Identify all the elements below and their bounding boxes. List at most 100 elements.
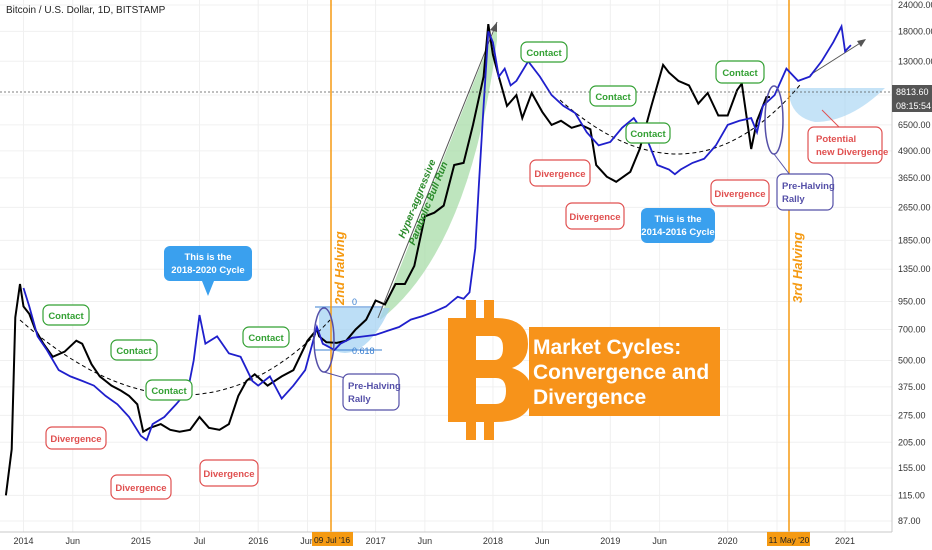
contact-label: Contact — [151, 386, 187, 397]
chart-grid — [0, 0, 892, 532]
x-tick-label: Jun — [535, 536, 550, 546]
pre-halving-2-line-1: Pre-Halving — [782, 181, 835, 192]
divergence-label: Divergence — [569, 212, 620, 223]
divergence-callout: Divergence — [45, 426, 107, 450]
pre-halving-callout-2: Pre-Halving Rally — [773, 153, 835, 211]
divergence-callout: Divergence — [565, 202, 625, 230]
y-tick-label: 950.00 — [898, 297, 926, 307]
contact-label: Contact — [526, 48, 562, 59]
contact-callout: Contact — [520, 41, 568, 63]
title-line-1: Market Cycles: — [533, 336, 681, 359]
x-tick-label: Jul — [194, 536, 206, 546]
contact-label: Contact — [595, 92, 631, 103]
cycle-curve-2 — [559, 84, 801, 155]
parabolic-run-fill — [380, 24, 497, 320]
cycle-2018-callout: This is the 2018-2020 Cycle — [164, 246, 252, 296]
time-axis-background — [0, 532, 932, 550]
cycle-2014-line-2: 2014-2016 Cycle — [641, 227, 714, 238]
y-tick-label: 87.00 — [898, 516, 921, 526]
bitcoin-logo — [448, 300, 532, 440]
potential-line-1: Potential — [816, 134, 856, 145]
potential-line-2: new Divergence — [816, 147, 888, 158]
current-price-value: 8813.60 — [896, 87, 929, 97]
contact-callout: Contact — [242, 326, 290, 348]
cycle-2014-callout: This is the 2014-2016 Cycle — [641, 208, 715, 243]
y-tick-label: 18000.00 — [898, 26, 932, 36]
x-tick-label: Jun — [300, 536, 315, 546]
y-tick-label: 115.00 — [898, 490, 925, 500]
halving-3-date-tag — [767, 532, 810, 546]
halving-2-date-tag — [312, 532, 353, 546]
y-tick-label: 275.00 — [898, 410, 926, 420]
x-tick-label: 2015 — [131, 536, 151, 546]
pre-halving-1-line-1: Pre-Halving — [348, 381, 401, 392]
y-tick-label: 205.00 — [898, 437, 926, 447]
pre-halving-callout-1: Pre-Halving Rally — [323, 371, 401, 411]
x-tick-label: Jun — [418, 536, 433, 546]
contact-label: Contact — [630, 129, 666, 140]
fib-0-label: 0 — [352, 297, 357, 307]
divergence-label: Divergence — [714, 189, 765, 200]
x-tick-label: Jun — [652, 536, 667, 546]
y-tick-label: 1850.00 — [898, 235, 931, 245]
hyper-run-arrowhead — [490, 22, 497, 32]
y-tick-label: 2650.00 — [898, 202, 931, 212]
cycle-2014-line-1: This is the — [655, 214, 702, 225]
x-tick-label: 2017 — [366, 536, 386, 546]
contact-callout: Contact — [110, 339, 158, 361]
x-tick-label: 2021 — [835, 536, 855, 546]
btc-price-line — [4, 23, 770, 496]
x-tick-label: 2018 — [483, 536, 503, 546]
x-tick-label: 2020 — [718, 536, 738, 546]
contact-callout: Contact — [625, 122, 671, 144]
divergence-callout: Divergence — [710, 179, 770, 207]
countdown-value: 08:15:54 — [896, 101, 931, 111]
x-tick-label: 2014 — [13, 536, 33, 546]
divergence-label: Divergence — [534, 169, 585, 180]
divergence-label: Divergence — [203, 469, 254, 480]
x-tick-label: 2016 — [248, 536, 268, 546]
contact-label: Contact — [48, 311, 84, 322]
title-line-3: Divergence — [533, 386, 646, 409]
pre-halving-1-line-2: Rally — [348, 394, 371, 405]
divergence-label: Divergence — [115, 483, 166, 494]
contact-callout: Contact — [145, 379, 193, 401]
x-tick-label: 2019 — [600, 536, 620, 546]
halving-2-date: 09 Jul '16 — [314, 535, 350, 545]
cycle-2018-line-2: 2018-2020 Cycle — [171, 265, 244, 276]
contact-label: Contact — [722, 68, 758, 79]
cycle-overlay-line — [22, 23, 852, 442]
y-tick-label: 13000.00 — [898, 56, 932, 66]
title-line-2: Convergence and — [533, 361, 709, 384]
contact-label: Contact — [116, 346, 152, 357]
fib-618-label: 0.618 — [352, 346, 375, 356]
countdown-tag — [892, 99, 932, 112]
y-tick-label: 6500.00 — [898, 120, 931, 130]
bottom-fill-2020 — [790, 88, 885, 122]
y-tick-label: 155.00 — [898, 463, 926, 473]
divergence-callout: Divergence — [199, 459, 259, 487]
halving-2-label: 2nd Halving — [332, 231, 347, 306]
contact-callout: Contact — [715, 60, 765, 84]
y-tick-label: 3650.00 — [898, 173, 931, 183]
pre-halving-2-line-2: Rally — [782, 194, 805, 205]
contact-label: Contact — [248, 333, 284, 344]
divergence-label: Divergence — [50, 434, 101, 445]
y-tick-label: 4900.00 — [898, 146, 931, 156]
divergence-callout: Divergence — [110, 474, 172, 500]
potential-divergence-callout: Potential new Divergence — [807, 109, 888, 164]
potential-arrow — [809, 39, 866, 76]
y-tick-label: 500.00 — [898, 355, 926, 365]
contact-callout: Contact — [42, 304, 90, 326]
hyper-run-arrow — [377, 21, 498, 319]
halving-3-date: 11 May '20 — [769, 535, 810, 545]
chart-title: Bitcoin / U.S. Dollar, 1D, BITSTAMP — [6, 5, 166, 16]
y-tick-label: 1350.00 — [898, 264, 931, 274]
halving-3-label: 3rd Halving — [790, 232, 805, 303]
y-tick-label: 24000.00 — [898, 0, 932, 10]
divergence-callout: Divergence — [529, 159, 591, 187]
potential-arrowhead — [857, 39, 866, 47]
current-price-tag — [892, 85, 932, 99]
x-tick-label: Jun — [66, 536, 81, 546]
